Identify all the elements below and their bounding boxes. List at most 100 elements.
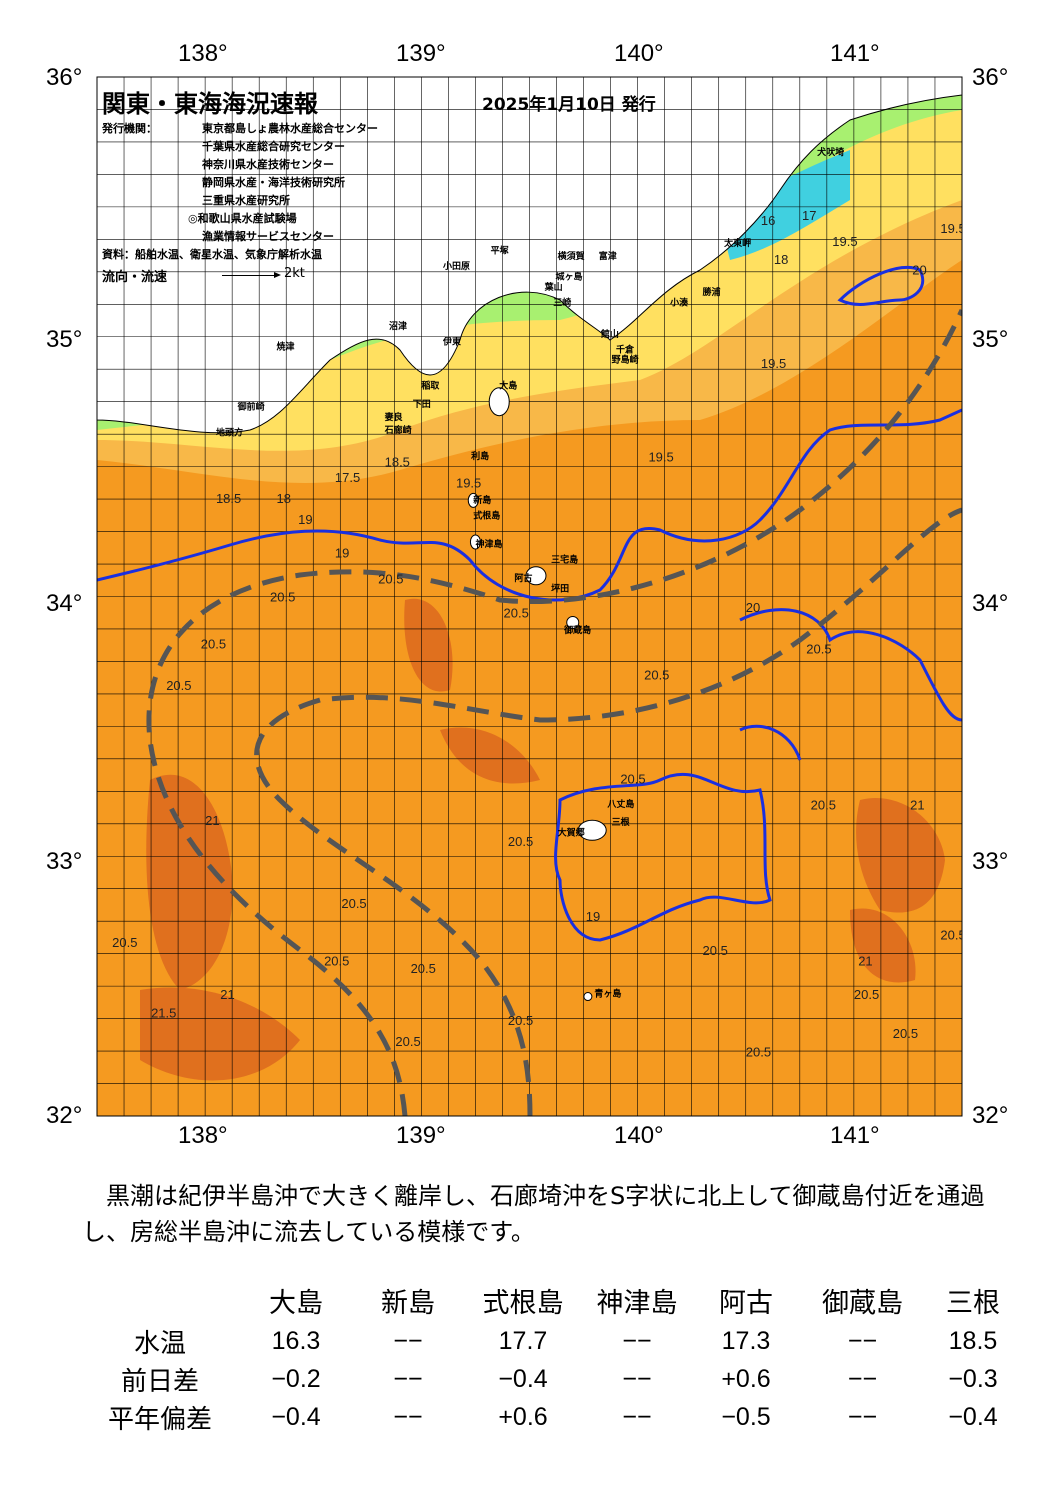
isotherm-label: 20.5 [341,896,366,911]
issuer-5: 三重県水産研究所 [202,194,290,207]
place-label: 坪田 [551,582,569,594]
isotherm-label: 21.5 [151,1005,176,1020]
island [469,534,481,550]
isotherm-label: 20 [746,600,760,615]
table-row: 平年偏差 −0.4 −− +0.6 −− −0.5 −− −0.4 [80,1398,1021,1436]
isotherm-label: 20.5 [324,953,349,968]
table-cell: −− [393,1402,423,1431]
warmest-water-patch [440,727,540,784]
summary-text: 黒潮は紀伊半島沖で大きく離岸し、石廊埼沖をS字状に北上して御蔵島付近を通過し、房… [82,1182,985,1246]
isotherm-label: 18 [276,491,290,506]
isotherm-label: 19 [298,512,312,527]
isotherm-label: 18.5 [216,491,241,506]
sea-temperature-map: 19.5 19.5 20 17 16 18 19.5 19.5 18.5 17.5 19.5 18 18… [96,76,965,1117]
isotherm-19-line [739,724,802,761]
isotherm-label: 19.5 [648,449,673,464]
isotherm-label: 20.5 [378,572,403,587]
station-header: 御蔵島 [822,1287,903,1319]
place-label: 三崎 [553,297,571,309]
table-cell: −− [847,1402,878,1431]
row-label: 水温 [133,1328,186,1359]
isotherm-label: 21 [205,813,219,828]
table-row: 水温 16.3 −− 17.7 −− 17.3 −− 18.5 [80,1322,1021,1360]
warmest-water-patch [404,598,453,692]
table-cell: −0.2 [271,1364,321,1393]
station-header: 大島 [269,1287,323,1319]
island [583,992,593,1002]
table-cell: −0.4 [498,1364,548,1393]
place-label: 富津 [599,250,617,262]
isotherm-label: 19.5 [456,475,481,490]
isotherm-label: 21 [910,797,924,812]
isotherm-19-line [739,608,962,722]
isotherm-label: 20.5 [746,1044,771,1059]
place-label: 伊東 [442,336,461,348]
place-label: 三根 [612,816,631,828]
table-cell: −0.4 [948,1402,998,1431]
place-label: 稲取 [421,380,440,392]
isotherm-label: 20.5 [508,834,533,849]
table-cell: −− [622,1364,652,1393]
isotherm-label: 21 [858,953,872,968]
place-label: 太東岬 [723,237,751,249]
isotherm-label: 20.5 [806,642,831,657]
bottom-lon-label-139: 139° [396,1122,446,1149]
place-label: 沼津 [389,320,407,332]
isotherm-label: 18.5 [385,455,410,470]
place-label: 大島 [499,380,517,392]
isotherm-label: 20.5 [395,1034,420,1049]
table-cell: 18.5 [948,1326,998,1355]
flow-legend-arrow [222,275,278,276]
left-lat-label-32: 32° [46,1102,83,1129]
top-lon-label-138: 138° [178,40,228,67]
table-cell: 17.3 [721,1326,771,1355]
isotherm-label: 20.5 [644,668,669,683]
station-header: 三根 [946,1287,1000,1319]
island [577,819,607,841]
bulletin-title: 関東・東海海況速報 [102,90,318,118]
place-label: 野島崎 [612,354,639,366]
flow-legend-label: 流向・流速 [102,270,168,285]
top-lon-label-140: 140° [614,40,664,67]
isotherm-label: 17 [802,208,816,223]
isotherm-label: 20.5 [270,590,295,605]
isotherm-label: 20.5 [112,935,137,950]
table-cell: −− [393,1364,423,1393]
table-corner [80,1278,240,1322]
top-lon-label-139: 139° [396,40,446,67]
place-label: 城ヶ島 [555,271,582,283]
bottom-lon-label-138: 138° [178,1122,228,1149]
isotherm-label: 20.5 [893,1026,918,1041]
right-lat-label-35: 35° [972,326,1009,353]
warmest-water-patch [146,774,233,990]
place-label: 三宅島 [551,554,578,566]
table-cell: −− [393,1326,423,1355]
place-label: 新島 [473,494,491,506]
place-label: 八丈島 [606,798,634,810]
station-header: 式根島 [482,1287,564,1319]
place-label: 神津島 [475,538,502,550]
isotherm-label: 21 [220,987,234,1002]
right-lat-label-32: 32° [972,1102,1009,1129]
left-lat-label-35: 35° [46,326,83,353]
right-lat-label-34: 34° [972,590,1009,617]
isotherm-label: 19.5 [940,221,965,236]
island [566,615,580,629]
data-sources: 資料：船舶水温、衛星水温、気象庁解析水温 [102,248,322,261]
station-header: 阿古 [719,1287,773,1319]
isotherm-label: 19 [586,909,600,924]
table-cell: 17.7 [498,1326,548,1355]
place-label: 館山 [600,328,619,340]
isotherm-label: 16 [761,213,775,228]
bottom-lon-label-140: 140° [614,1122,664,1149]
isotherm-label: 18 [774,252,788,267]
isotherm-19-line [554,772,772,942]
table-cell: +0.6 [721,1364,771,1393]
right-lat-label-36: 36° [972,64,1009,91]
issuer-7: 漁業情報サービスセンター [202,230,334,243]
isotherm-label: 20.5 [166,678,191,693]
place-label: 利島 [470,450,489,462]
isotherm-label: 20.5 [854,987,879,1002]
kuroshio-axis-south [254,507,962,1116]
isotherm-label: 20.5 [201,636,226,651]
